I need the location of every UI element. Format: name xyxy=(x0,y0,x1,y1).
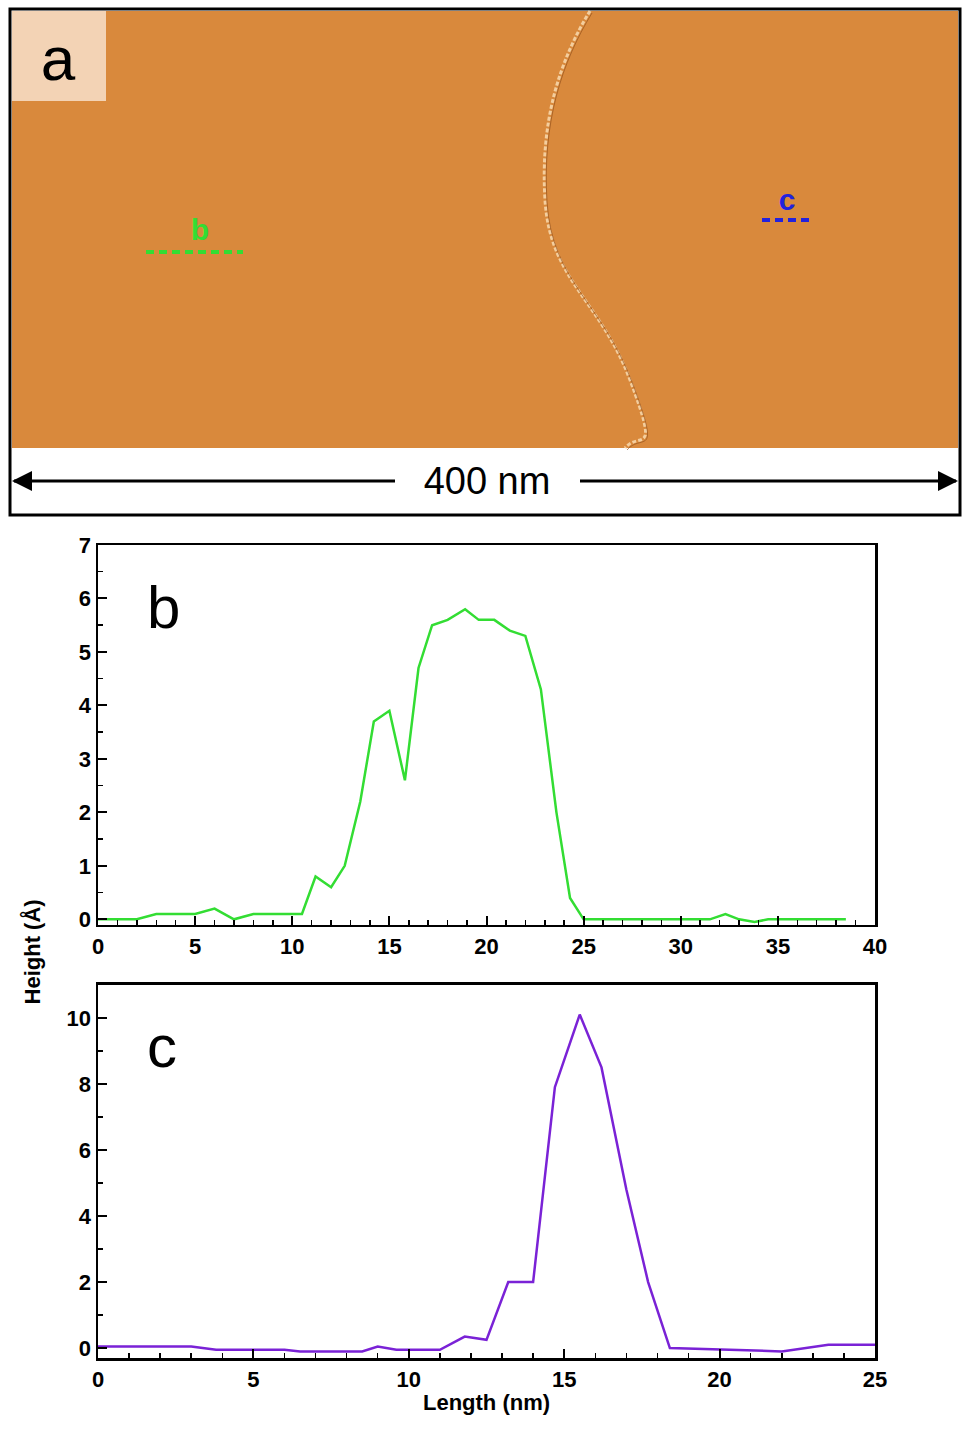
svg-text:a: a xyxy=(41,24,76,93)
svg-text:Height (Å): Height (Å) xyxy=(19,899,45,1004)
svg-text:4: 4 xyxy=(79,1204,92,1229)
svg-text:5: 5 xyxy=(247,1367,259,1392)
svg-text:c: c xyxy=(779,183,796,216)
svg-text:7: 7 xyxy=(79,533,91,558)
svg-text:25: 25 xyxy=(863,1367,887,1392)
svg-text:20: 20 xyxy=(474,934,498,959)
svg-text:8: 8 xyxy=(79,1072,91,1097)
svg-text:400 nm: 400 nm xyxy=(424,460,551,502)
svg-text:c: c xyxy=(147,1013,177,1080)
svg-text:10: 10 xyxy=(67,1006,91,1031)
svg-text:30: 30 xyxy=(669,934,693,959)
svg-text:2: 2 xyxy=(79,800,91,825)
svg-text:3: 3 xyxy=(79,747,91,772)
svg-text:1: 1 xyxy=(79,854,91,879)
svg-text:2: 2 xyxy=(79,1270,91,1295)
svg-text:b: b xyxy=(191,213,209,246)
svg-text:5: 5 xyxy=(189,934,201,959)
svg-text:0: 0 xyxy=(92,1367,104,1392)
svg-text:40: 40 xyxy=(863,934,887,959)
svg-text:15: 15 xyxy=(552,1367,576,1392)
svg-text:15: 15 xyxy=(377,934,401,959)
svg-text:Length (nm): Length (nm) xyxy=(423,1390,550,1415)
svg-text:10: 10 xyxy=(280,934,304,959)
svg-text:0: 0 xyxy=(79,907,91,932)
svg-text:25: 25 xyxy=(571,934,595,959)
svg-text:5: 5 xyxy=(79,640,91,665)
svg-text:35: 35 xyxy=(766,934,790,959)
svg-text:6: 6 xyxy=(79,1138,91,1163)
svg-text:0: 0 xyxy=(79,1336,91,1361)
svg-text:6: 6 xyxy=(79,586,91,611)
svg-text:0: 0 xyxy=(92,934,104,959)
svg-text:20: 20 xyxy=(707,1367,731,1392)
svg-text:4: 4 xyxy=(79,693,92,718)
svg-text:b: b xyxy=(147,574,180,641)
svg-text:10: 10 xyxy=(397,1367,421,1392)
